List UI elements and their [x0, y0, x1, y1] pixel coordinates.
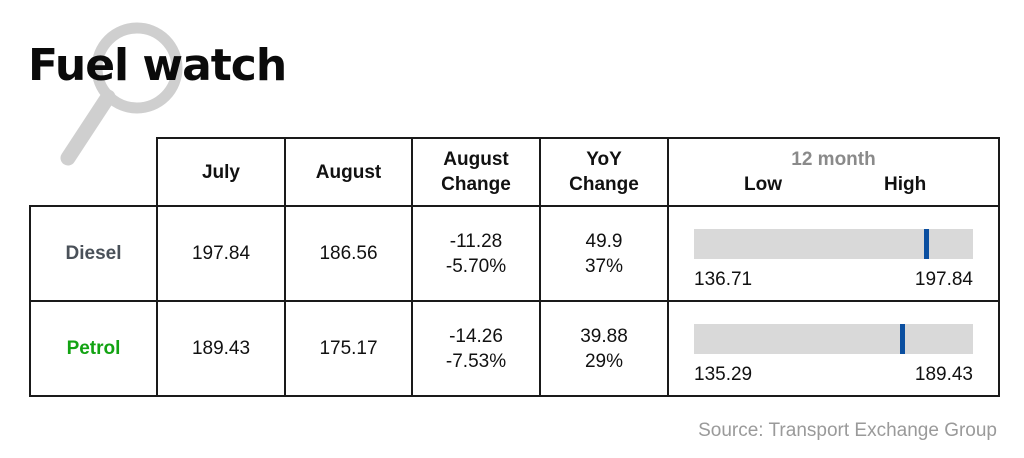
cell-diesel-august: 186.56	[284, 205, 413, 302]
range-low-petrol: 135.29	[694, 364, 753, 385]
cell-petrol-august-change-abs: -14.26	[449, 325, 503, 347]
cell-diesel-july: 197.84	[156, 205, 286, 302]
col-header-range-high: High	[884, 173, 927, 195]
cell-diesel-august-change-pct: -5.70%	[445, 255, 507, 277]
cell-diesel-august-change: -11.28 -5.70%	[411, 205, 541, 302]
cell-petrol-yoy-change: 39.88 29%	[539, 300, 669, 397]
row-label-petrol: Petrol	[29, 300, 158, 397]
cell-petrol-august-change-pct: -7.53%	[445, 350, 507, 372]
table-row-diesel: Diesel 197.84 186.56 -11.28 -5.70% 49.9 …	[29, 205, 1000, 302]
col-header-yoy-change-line1: YoY	[586, 149, 622, 170]
cell-diesel-august-change-abs: -11.28	[449, 230, 503, 252]
col-header-august-change-line2: Change	[441, 174, 511, 195]
cell-diesel-range: 136.71 197.84	[667, 205, 1000, 302]
col-header-august-change-line1: August	[443, 149, 509, 170]
range-marker-diesel	[923, 229, 929, 259]
col-header-yoy-change: YoY Change	[539, 137, 669, 207]
col-header-july: July	[156, 137, 286, 207]
corner-cell	[30, 138, 158, 207]
table-row-petrol: Petrol 189.43 175.17 -14.26 -7.53% 39.88…	[29, 300, 1000, 397]
cell-petrol-august-change: -14.26 -7.53%	[411, 300, 541, 397]
range-bar-track-petrol	[694, 324, 973, 354]
cell-petrol-august: 175.17	[284, 300, 413, 397]
range-bar-track-diesel	[694, 229, 973, 259]
fuel-table: July August August Change YoY Change 12 …	[29, 137, 1000, 397]
cell-petrol-range: 135.29 189.43	[667, 300, 1000, 397]
header-row: July August August Change YoY Change 12 …	[30, 137, 1000, 207]
row-label-diesel: Diesel	[29, 205, 158, 302]
magnifier-icon	[60, 22, 183, 166]
cell-petrol-yoy-change-abs: 39.88	[580, 325, 628, 347]
range-marker-petrol	[899, 324, 905, 354]
cell-diesel-yoy-change-pct: 37%	[584, 255, 624, 277]
range-high-petrol: 189.43	[914, 364, 973, 385]
col-header-yoy-change-line2: Change	[569, 174, 639, 195]
cell-diesel-yoy-change-abs: 49.9	[585, 230, 623, 252]
col-header-range: 12 month Low High	[667, 137, 1000, 207]
cell-diesel-yoy-change: 49.9 37%	[539, 205, 669, 302]
col-header-range-low: Low	[744, 173, 782, 195]
col-header-august-change: August Change	[411, 137, 541, 207]
col-header-august: August	[284, 137, 413, 207]
cell-petrol-yoy-change-pct: 29%	[584, 350, 624, 372]
col-header-range-label: 12 month	[791, 148, 876, 170]
page-title: Fuel watch	[28, 40, 287, 91]
range-low-diesel: 136.71	[694, 269, 753, 290]
cell-petrol-july: 189.43	[156, 300, 286, 397]
range-high-diesel: 197.84	[914, 269, 973, 290]
source-note: Source: Transport Exchange Group	[698, 420, 997, 441]
